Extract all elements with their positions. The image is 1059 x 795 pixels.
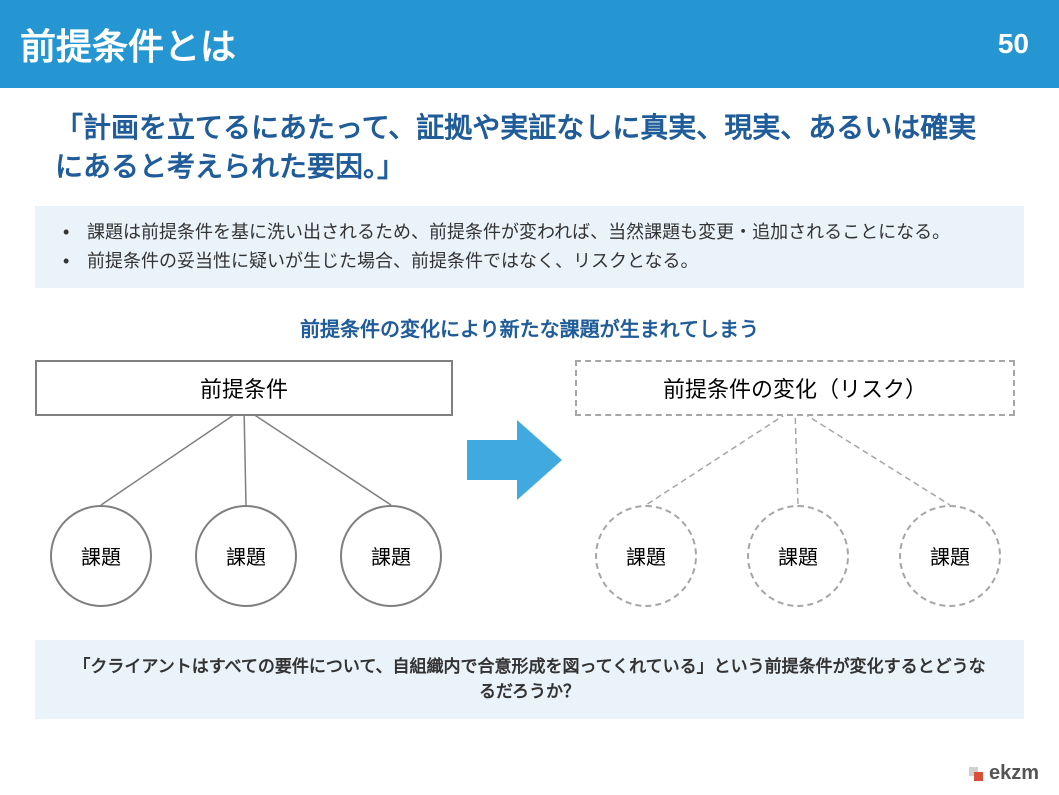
- logo-icon: [967, 765, 985, 783]
- footer-logo: ekzm: [967, 762, 1039, 785]
- risk-issue-circle: 課題: [747, 505, 849, 607]
- question-box: 「クライアントはすべての要件について、自組織内で合意形成を図ってくれている」とい…: [35, 640, 1024, 719]
- slide-header: 前提条件とは 50: [0, 0, 1059, 88]
- risk-issue-circle: 課題: [899, 505, 1001, 607]
- note-item: 課題は前提条件を基に洗い出されるため、前提条件が変われば、当然課題も変更・追加さ…: [63, 218, 1004, 247]
- diagram-title: 前提条件の変化により新たな課題が生まれてしまう: [35, 313, 1024, 342]
- issue-label: 課題: [626, 541, 666, 570]
- issue-label: 課題: [778, 541, 818, 570]
- issue-label: 課題: [371, 541, 411, 570]
- logo-text: ekzm: [989, 762, 1039, 785]
- arrow-icon: [467, 420, 562, 500]
- risk-issue-circle: 課題: [595, 505, 697, 607]
- precondition-box: 前提条件: [35, 360, 453, 416]
- definition-text: 「計画を立てるにあたって、証拠や実証なしに真実、現実、あるいは確実にあると考えら…: [35, 108, 1024, 186]
- issue-circle: 課題: [340, 505, 442, 607]
- risk-box: 前提条件の変化（リスク）: [575, 360, 1015, 416]
- slide-title: 前提条件とは: [20, 18, 236, 70]
- slide-content: 「計画を立てるにあたって、証拠や実証なしに真実、現実、あるいは確実にあると考えら…: [0, 88, 1059, 719]
- issue-label: 課題: [226, 541, 266, 570]
- issue-circle: 課題: [50, 505, 152, 607]
- precondition-box-label: 前提条件: [200, 377, 288, 402]
- diagram-area: 前提条件 課題 課題 課題 前提条件の変化（リスク） 課題 課題 課題: [35, 360, 1024, 630]
- issue-label: 課題: [81, 541, 121, 570]
- risk-box-label: 前提条件の変化（リスク）: [663, 377, 927, 402]
- page-number: 50: [998, 28, 1029, 60]
- notes-box: 課題は前提条件を基に洗い出されるため、前提条件が変われば、当然課題も変更・追加さ…: [35, 206, 1024, 288]
- note-item: 前提条件の妥当性に疑いが生じた場合、前提条件ではなく、リスクとなる。: [63, 247, 1004, 276]
- issue-label: 課題: [930, 541, 970, 570]
- issue-circle: 課題: [195, 505, 297, 607]
